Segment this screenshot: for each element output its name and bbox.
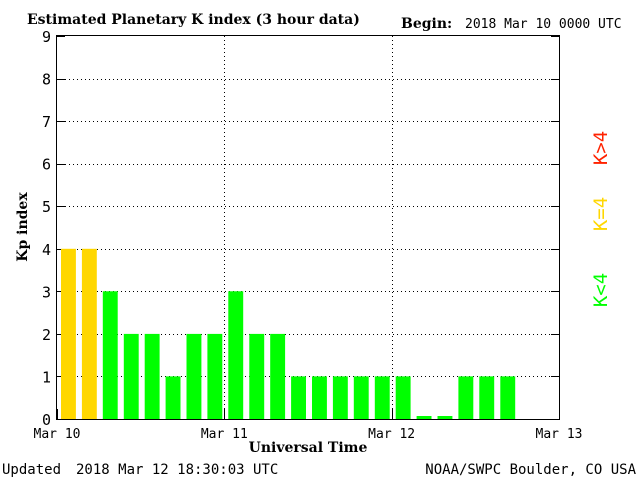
chart-title: Estimated Planetary K index (3 hour data… — [27, 12, 360, 28]
kp-bar — [500, 376, 516, 419]
y-tick-label: 0 — [42, 411, 51, 429]
kp-bar — [374, 376, 390, 419]
kp-bar — [144, 333, 160, 419]
y-tick-label: 9 — [42, 28, 51, 46]
kp-bar — [291, 376, 306, 419]
begin-label: Begin: — [401, 16, 452, 32]
kp-bar — [81, 248, 97, 419]
x-tick-label: Mar 12 — [368, 427, 415, 442]
kp-bar — [249, 333, 265, 419]
y-tick-label: 3 — [42, 283, 51, 301]
x-tick-label: Mar 13 — [536, 427, 583, 442]
y-tick-label: 7 — [42, 113, 51, 131]
kp-bar — [207, 333, 223, 419]
kp-bar — [186, 333, 202, 419]
kp-bar — [123, 333, 139, 419]
kp-bar — [312, 376, 327, 419]
y-tick-label: 5 — [42, 198, 51, 216]
y-tick-label: 2 — [42, 326, 51, 344]
y-axis-label: Kp index — [15, 192, 31, 262]
y-tick-label: 1 — [42, 368, 51, 386]
x-axis: Mar 10 Mar 11 Mar 12 Mar 13 — [34, 409, 583, 442]
legend-k-eq-4: K=4 — [590, 197, 612, 231]
legend-k-lt-4: K<4 — [590, 273, 612, 307]
x-axis-label: Universal Time — [249, 440, 368, 456]
kp-bar — [165, 376, 181, 419]
kp-bar — [395, 376, 411, 419]
kp-bar — [228, 291, 244, 419]
legend-k-gt-4: K>4 — [590, 131, 612, 165]
bars — [61, 248, 516, 419]
kp-bar — [270, 333, 286, 419]
begin-value: 2018 Mar 10 0000 UTC — [465, 17, 622, 32]
kp-bar — [61, 248, 76, 419]
kp-bar — [458, 376, 474, 419]
source-label: NOAA/SWPC Boulder, CO USA — [425, 462, 636, 478]
kp-bar — [416, 416, 432, 419]
kp-bar — [479, 376, 495, 419]
kp-bar — [437, 416, 453, 419]
y-tick-label: 8 — [42, 71, 51, 89]
y-axis: 0 1 2 3 4 5 6 7 8 9 — [42, 28, 559, 429]
updated-label: Updated — [2, 462, 61, 478]
kp-bar — [332, 376, 348, 419]
x-tick-label: Mar 10 — [34, 427, 81, 442]
updated-value: 2018 Mar 12 18:30:03 UTC — [76, 462, 278, 478]
plot-frame — [56, 35, 560, 420]
y-tick-label: 4 — [42, 241, 51, 259]
x-tick-label: Mar 11 — [201, 427, 248, 442]
kp-bar — [353, 376, 369, 419]
y-tick-label: 6 — [42, 156, 51, 174]
kp-bar — [102, 291, 118, 419]
